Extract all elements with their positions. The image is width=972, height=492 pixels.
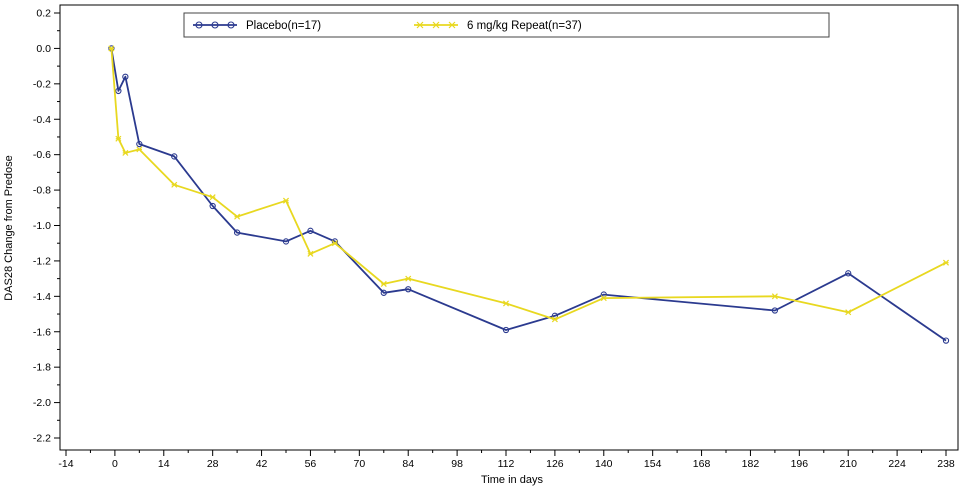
y-tick-label: -1.2 [33,255,51,267]
x-tick-label: 210 [839,458,857,470]
legend-label: Placebo(n=17) [246,20,321,32]
x-axis-title: Time in days [481,474,543,486]
y-tick-label: -0.2 [33,78,51,90]
legend-marker [195,21,203,29]
data-point [115,87,122,95]
data-point [171,153,178,160]
data-point [380,280,387,287]
x-tick-label: 98 [451,458,463,470]
x-tick-label: 84 [402,458,414,470]
y-tick-label: -2.0 [33,397,51,409]
plot-frame [59,4,959,451]
y-tick-label: 0.2 [36,8,51,20]
data-point [600,291,607,298]
data-point [171,181,178,188]
data-point [771,293,778,300]
data-point [405,286,412,293]
data-point [405,275,412,282]
series-layer [108,45,950,344]
y-tick-label: 0.0 [36,43,51,55]
x-tick-label: 196 [791,458,809,470]
y-tick-label: -1.6 [33,326,51,338]
data-point [115,135,122,142]
data-point [136,146,143,153]
series-2 [108,45,950,323]
x-tick-label: 70 [353,458,365,470]
data-point [122,149,129,156]
x-tick-label: 28 [207,458,219,470]
series-2-line [110,48,947,321]
legend-marker [432,21,440,29]
data-point [380,289,387,296]
legend-marker [227,21,235,29]
data-point [307,250,314,257]
x-tick-label: 238 [937,458,955,470]
y-tick-label: -2.2 [33,433,51,445]
data-point [502,326,510,334]
series-1-line [110,48,947,342]
data-point [233,229,241,236]
y-tick-label: -0.8 [33,185,51,197]
data-point [845,309,852,316]
x-tick-label: 224 [888,458,906,470]
data-point [108,45,115,52]
data-point [502,300,510,307]
legend-marker [211,21,219,29]
data-point [209,202,216,210]
data-point [551,312,559,319]
y-tick-label: -1.4 [33,291,51,303]
y-tick-label: -1.8 [33,362,51,374]
data-point [600,295,607,302]
x-tick-label: 42 [256,458,268,470]
x-tick-label: 182 [742,458,760,470]
legend-box [183,12,830,38]
data-point [234,213,241,220]
data-point [551,316,558,323]
y-tick-label: -0.4 [33,114,51,126]
legend-marker [416,21,424,29]
data-point [307,227,314,234]
x-tick-label: 168 [693,458,711,470]
x-tick-label: 126 [546,458,564,470]
legend-marker [448,21,456,29]
data-point [771,307,779,314]
x-tick-label: 56 [305,458,317,470]
data-point [942,259,950,266]
series-1 [108,45,950,344]
axis-ticks: -14 0 14 28 42 56 70 84 98 112 126 140 154 168 182 196 2… [33,8,955,471]
data-point [942,337,950,344]
x-tick-label: 154 [644,458,662,470]
data-point [122,73,129,80]
y-tick-label: -1.0 [33,220,51,232]
x-tick-label: 140 [595,458,613,470]
data-point [136,140,143,148]
x-tick-label: 14 [158,458,170,470]
data-point [209,194,216,201]
x-tick-label: 112 [498,458,515,470]
y-tick-label: -0.6 [33,149,51,161]
legend: Placebo(n=17) 6 mg/kg Repeat(n=37) [183,12,830,38]
data-point [331,240,338,247]
y-axis-title: DAS28 Change from Predose [3,155,15,301]
x-tick-label: 0 [112,458,118,470]
legend-label: 6 mg/kg Repeat(n=37) [467,20,582,32]
data-point [282,238,290,245]
data-point [282,197,290,204]
x-tick-label: -14 [58,458,73,470]
data-point [845,270,852,277]
